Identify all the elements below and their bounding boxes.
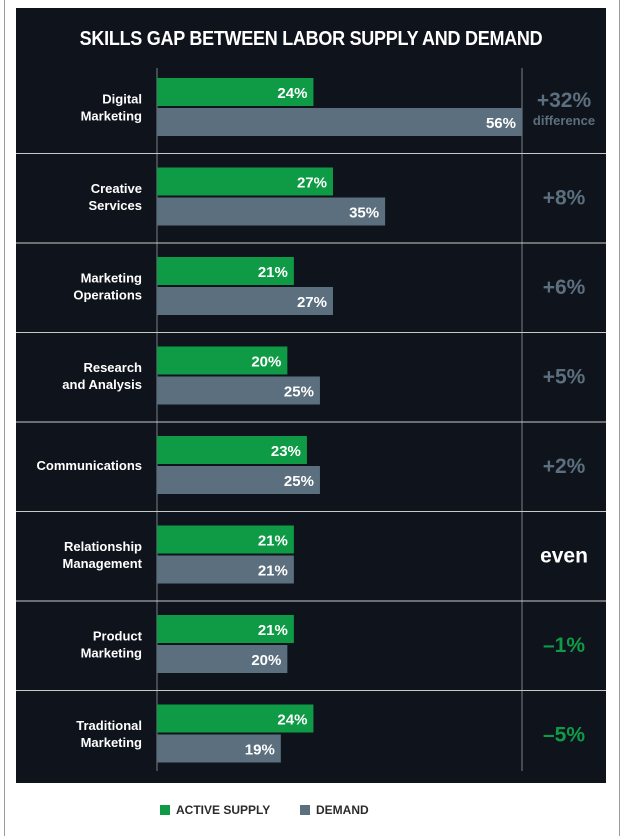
supply-bar-creative-services: [157, 167, 333, 196]
demand-label-traditional-marketing: 19%: [245, 742, 275, 759]
category-label-research-and-analysis: and Analysis: [62, 377, 142, 392]
difference-value-research-and-analysis: +5%: [543, 366, 586, 389]
difference-value-communications: +2%: [543, 455, 586, 478]
difference-value-marketing-operations: +6%: [543, 276, 586, 299]
difference-caption: difference: [533, 113, 595, 128]
category-label-research-and-analysis: Research: [83, 360, 142, 375]
demand-label-marketing-operations: 27%: [297, 294, 327, 311]
supply-label-traditional-marketing: 24%: [277, 712, 307, 729]
supply-label-communications: 23%: [271, 443, 301, 460]
category-label-traditional-marketing: Marketing: [81, 735, 142, 750]
difference-value-traditional-marketing: –5%: [543, 724, 585, 747]
difference-value-product-marketing: –1%: [543, 634, 585, 657]
supply-label-research-and-analysis: 20%: [251, 354, 281, 371]
demand-bar-marketing-operations: [157, 287, 333, 315]
legend-item-demand: DEMAND: [300, 803, 369, 817]
demand-label-product-marketing: 20%: [251, 652, 281, 669]
supply-bar-research-and-analysis: [157, 346, 288, 375]
difference-value-creative-services: +8%: [543, 187, 586, 210]
difference-value-relationship-management: even: [540, 545, 588, 568]
category-label-product-marketing: Marketing: [81, 646, 142, 661]
category-label-traditional-marketing: Traditional: [76, 718, 142, 733]
supply-label-relationship-management: 21%: [258, 533, 288, 550]
category-label-creative-services: Creative: [91, 181, 142, 196]
category-label-marketing-operations: Operations: [73, 288, 142, 303]
bar-chart-plot: 24% 56% Digital Marketing +32%difference 27% 3…: [16, 68, 606, 771]
demand-bar-communications: [157, 466, 320, 494]
category-label-digital-marketing: Digital: [102, 92, 142, 107]
supply-bar-relationship-management: [157, 525, 294, 554]
supply-label-digital-marketing: 24%: [277, 85, 307, 102]
demand-label-creative-services: 35%: [349, 205, 379, 222]
legend-swatch-active-supply: [160, 805, 170, 815]
page-left-rule: [4, 0, 5, 836]
category-label-relationship-management: Relationship: [64, 539, 142, 554]
category-label-product-marketing: Product: [93, 629, 143, 644]
category-label-communications: Communications: [37, 458, 142, 473]
category-label-relationship-management: Management: [63, 556, 143, 571]
demand-bar-traditional-marketing: [157, 734, 281, 763]
demand-label-relationship-management: 21%: [258, 563, 288, 580]
chart-panel: SKILLS GAP BETWEEN LABOR SUPPLY AND DEMA…: [16, 8, 606, 783]
difference-value-digital-marketing: +32%: [537, 89, 592, 112]
demand-bar-product-marketing: [157, 645, 288, 673]
category-label-marketing-operations: Marketing: [81, 271, 142, 286]
demand-label-digital-marketing: 56%: [486, 115, 516, 132]
supply-label-product-marketing: 21%: [258, 622, 288, 639]
category-label-creative-services: Services: [89, 198, 143, 213]
demand-bar-research-and-analysis: [157, 376, 320, 405]
chart-title: SKILLS GAP BETWEEN LABOR SUPPLY AND DEMA…: [79, 28, 543, 50]
demand-label-communications: 25%: [284, 473, 314, 490]
page-right-rule: [619, 0, 620, 836]
supply-label-creative-services: 27%: [297, 175, 327, 192]
legend-swatch-demand: [300, 805, 310, 815]
legend-item-active-supply: ACTIVE SUPPLY: [160, 803, 270, 817]
legend-label-demand: DEMAND: [316, 803, 369, 817]
supply-bar-marketing-operations: [157, 257, 294, 285]
supply-bar-traditional-marketing: [157, 704, 314, 733]
demand-bar-digital-marketing: [157, 108, 522, 136]
category-label-digital-marketing: Marketing: [81, 109, 142, 124]
demand-bar-relationship-management: [157, 555, 294, 584]
demand-label-research-and-analysis: 25%: [284, 384, 314, 401]
supply-bar-communications: [157, 436, 307, 464]
supply-bar-digital-marketing: [157, 78, 314, 106]
legend-label-active-supply: ACTIVE SUPPLY: [176, 803, 271, 817]
legend: ACTIVE SUPPLY DEMAND: [0, 803, 624, 823]
supply-label-marketing-operations: 21%: [258, 264, 288, 281]
supply-bar-product-marketing: [157, 615, 294, 643]
demand-bar-creative-services: [157, 197, 386, 226]
